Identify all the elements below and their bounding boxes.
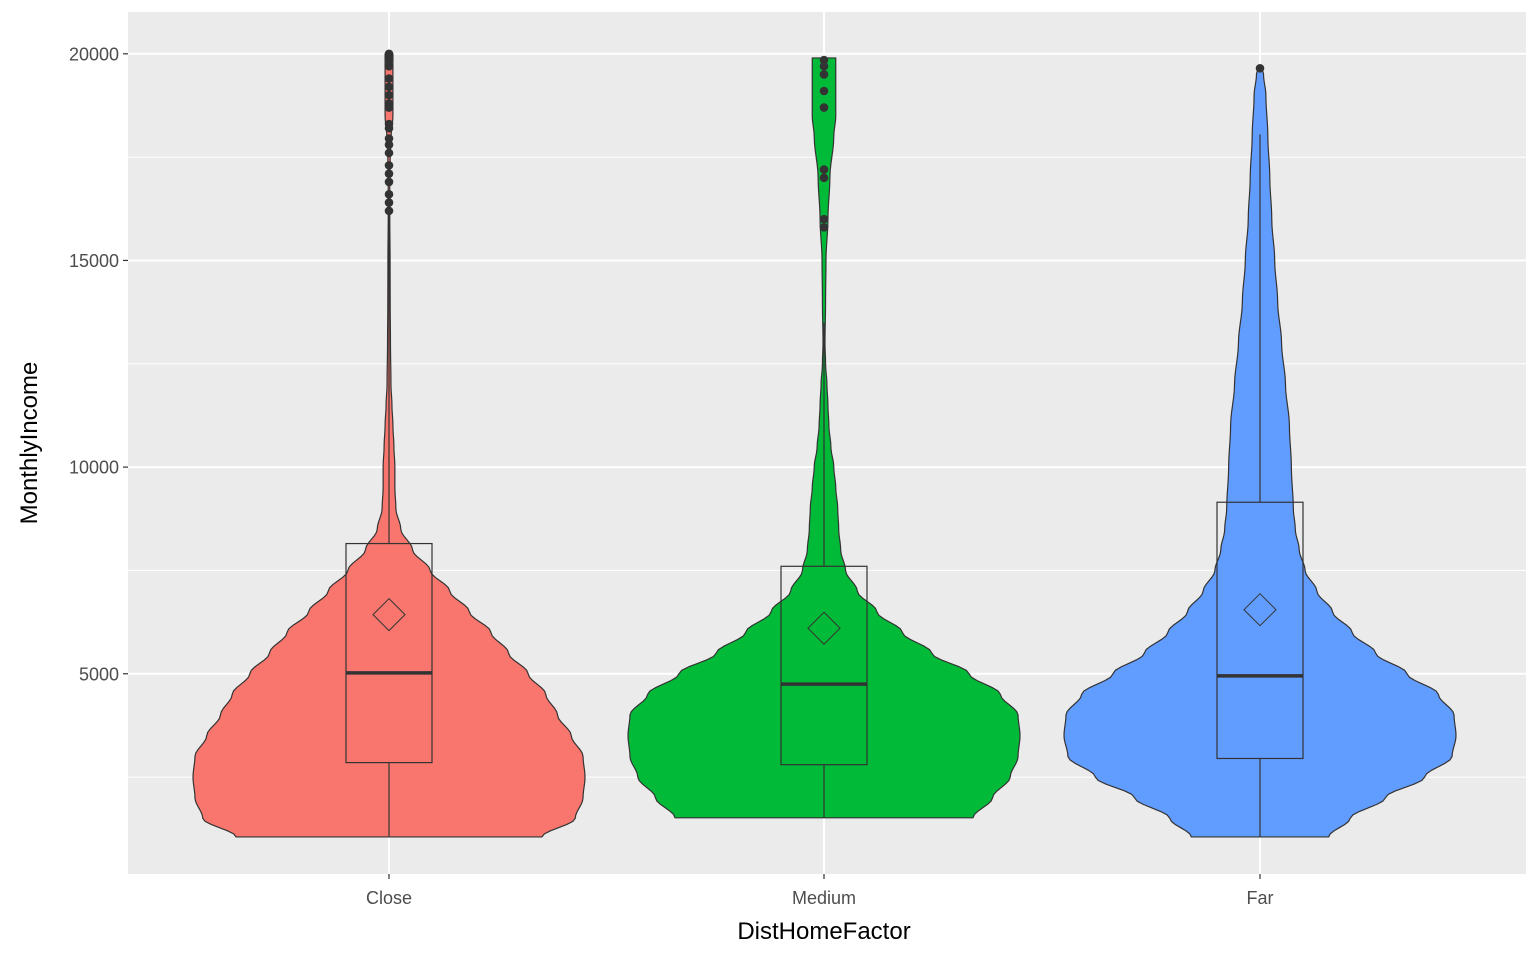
outlier-point bbox=[819, 70, 829, 79]
violins bbox=[192, 49, 1457, 838]
y-tick-label: 15000 bbox=[69, 251, 119, 271]
mean-marker bbox=[372, 597, 406, 632]
outlier-point bbox=[384, 82, 394, 92]
x-axis-title: DistHomeFactor bbox=[737, 918, 910, 945]
outlier-point bbox=[384, 74, 394, 83]
outlier-point bbox=[384, 49, 394, 59]
outlier-point bbox=[384, 198, 394, 207]
outlier-point bbox=[384, 90, 394, 100]
outlier-point bbox=[819, 173, 829, 183]
outlier-point bbox=[819, 165, 829, 174]
outlier-point bbox=[384, 190, 394, 199]
mean-marker bbox=[1243, 592, 1277, 627]
violin-group-medium bbox=[627, 55, 1021, 819]
outlier-point bbox=[819, 86, 829, 96]
outlier-point bbox=[384, 140, 394, 150]
outlier-point bbox=[1255, 63, 1265, 73]
box-iqr bbox=[1216, 501, 1304, 760]
y-tick-label: 20000 bbox=[69, 44, 119, 64]
box-iqr bbox=[345, 542, 433, 764]
x-tick-label: Far bbox=[1247, 888, 1274, 908]
violin-group-far bbox=[1063, 63, 1457, 838]
outlier-point bbox=[384, 99, 394, 108]
x-tick-label: Close bbox=[366, 888, 412, 908]
outlier-point bbox=[819, 55, 829, 65]
outlier-point bbox=[384, 148, 394, 158]
outlier-point bbox=[819, 223, 829, 232]
y-tick-label: 10000 bbox=[69, 458, 119, 478]
outlier-point bbox=[384, 177, 394, 187]
outlier-point bbox=[819, 103, 829, 112]
outlier-point bbox=[384, 169, 394, 178]
outlier-point bbox=[384, 119, 394, 129]
outlier-point bbox=[384, 206, 394, 216]
outlier-point bbox=[819, 61, 829, 71]
outlier-point bbox=[384, 134, 394, 143]
y-axis-title: MonthlyIncome bbox=[16, 362, 43, 525]
axes: 5000 10000 15000 20000 Close Medium Far bbox=[69, 44, 1274, 908]
x-tick-label: Medium bbox=[792, 888, 856, 908]
y-tick-label: 5000 bbox=[79, 664, 119, 684]
box-iqr bbox=[780, 565, 868, 766]
violin-group-close bbox=[192, 49, 586, 838]
outlier-point bbox=[819, 214, 829, 224]
outlier-point bbox=[384, 61, 394, 71]
outlier-point bbox=[384, 161, 394, 170]
mean-marker bbox=[807, 611, 841, 645]
